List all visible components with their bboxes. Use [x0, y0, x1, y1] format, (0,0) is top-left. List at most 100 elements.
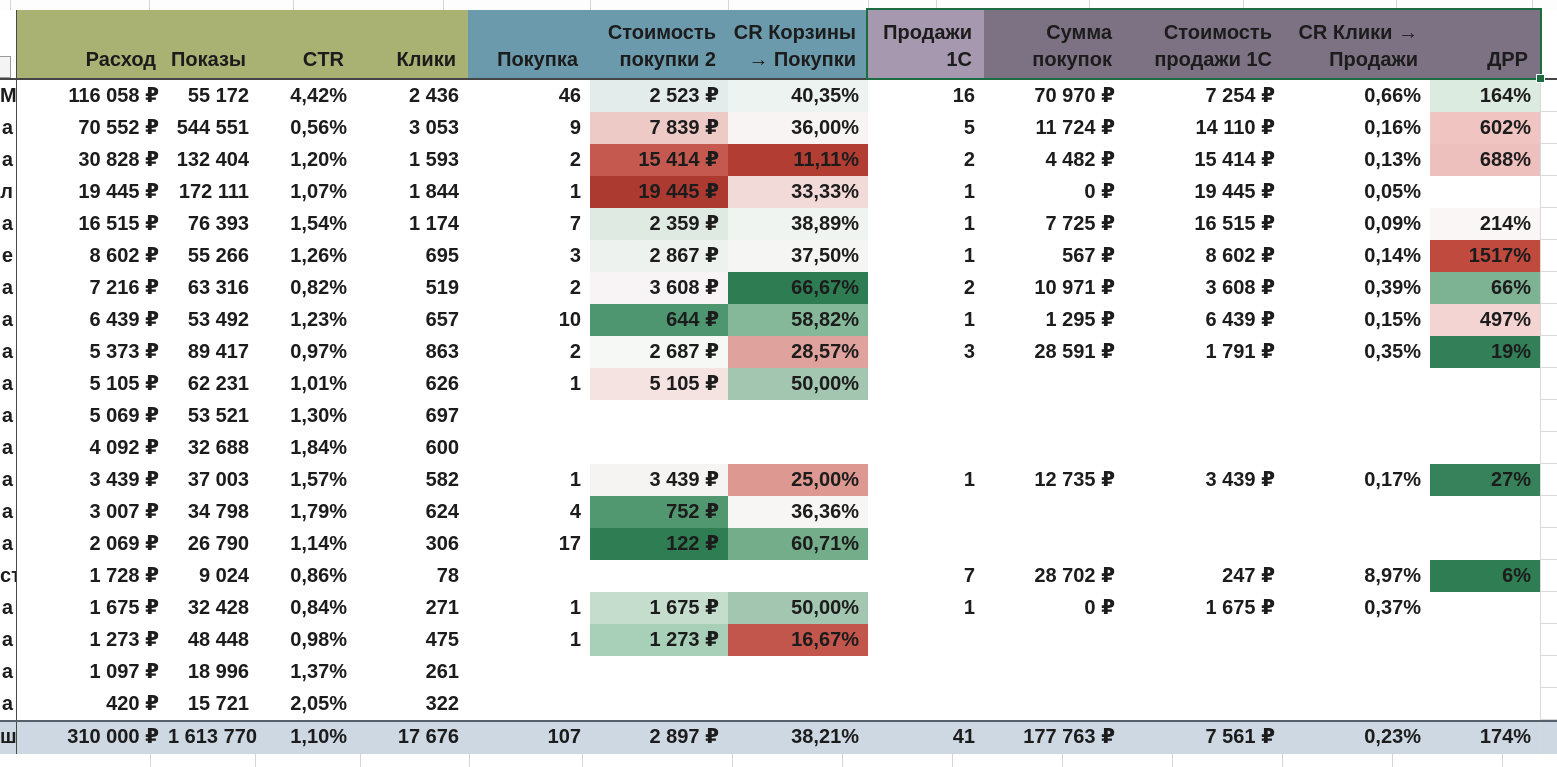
- cell-stoimost-prodazhi-1c[interactable]: [1124, 624, 1284, 656]
- cell-cr-kliki-prodazhi[interactable]: 0,37%: [1364, 597, 1421, 619]
- cell-kliki[interactable]: 271: [425, 597, 459, 619]
- row-label-partial[interactable]: а: [0, 432, 17, 464]
- cell-summa-pokupok[interactable]: [984, 496, 1124, 528]
- cell-drr[interactable]: [1430, 496, 1540, 528]
- cell-cr-korziny-pokupki[interactable]: 50,00%: [728, 592, 868, 624]
- cell-trailing-empty[interactable]: [1540, 464, 1557, 496]
- cell-ctr[interactable]: 1,26%: [290, 245, 347, 267]
- cell-kliki[interactable]: 626: [425, 373, 459, 395]
- cell-drr[interactable]: 6%: [1430, 560, 1540, 592]
- cell-rashod[interactable]: 4 092 ₽: [89, 437, 159, 459]
- cell-trailing-empty[interactable]: [1540, 80, 1557, 112]
- cell-pokupka[interactable]: 1: [569, 181, 581, 203]
- cell-cr-korziny-pokupki[interactable]: [728, 656, 868, 688]
- cell-summa-pokupok[interactable]: 70 970 ₽: [1034, 85, 1115, 107]
- cell-ctr[interactable]: 1,20%: [290, 149, 347, 171]
- cell-cr-kliki-prodazhi[interactable]: [1284, 400, 1430, 432]
- header-cell-drr[interactable]: ДРР: [1430, 10, 1540, 78]
- cell-cr-kliki-prodazhi[interactable]: 0,15%: [1364, 309, 1421, 331]
- cell-stoimost-pokupki-2[interactable]: 5 105 ₽: [590, 368, 728, 400]
- cell-kliki[interactable]: 600: [425, 437, 459, 459]
- cell-cr-korziny-pokupki[interactable]: 58,82%: [728, 304, 868, 336]
- cell-trailing-empty[interactable]: [1540, 240, 1557, 272]
- cell-cr-korziny-pokupki[interactable]: 66,67%: [728, 272, 868, 304]
- header-cell-cr-korziny-pokupki[interactable]: CR Корзины → Покупки: [728, 10, 868, 78]
- cell-drr[interactable]: [1430, 688, 1540, 720]
- total-cell-cr-korziny-pokupki[interactable]: 38,21%: [791, 726, 859, 748]
- cell-cr-korziny-pokupki[interactable]: [728, 688, 868, 720]
- cell-cr-korziny-pokupki[interactable]: [728, 432, 868, 464]
- cell-pokazy[interactable]: 132 404: [176, 149, 249, 171]
- cell-pokupka[interactable]: 1: [569, 597, 581, 619]
- cell-cr-kliki-prodazhi[interactable]: 0,09%: [1364, 213, 1421, 235]
- cell-stoimost-pokupki-2[interactable]: 122 ₽: [590, 528, 728, 560]
- cell-drr[interactable]: [1430, 368, 1540, 400]
- cell-pokazy[interactable]: 55 172: [187, 85, 249, 107]
- cell-cr-kliki-prodazhi[interactable]: [1284, 528, 1430, 560]
- row-label-partial[interactable]: а: [0, 368, 17, 400]
- cell-drr[interactable]: 27%: [1430, 464, 1540, 496]
- cell-stoimost-prodazhi-1c[interactable]: 1 791 ₽: [1205, 341, 1275, 363]
- row-label-partial[interactable]: е: [0, 240, 17, 272]
- cell-cr-korziny-pokupki[interactable]: 37,50%: [728, 240, 868, 272]
- cell-trailing-empty[interactable]: [1540, 432, 1557, 464]
- cell-kliki[interactable]: 78: [436, 565, 459, 587]
- cell-drr[interactable]: [1430, 400, 1540, 432]
- row-label-partial[interactable]: М: [0, 80, 17, 112]
- cell-stoimost-prodazhi-1c[interactable]: 247 ₽: [1222, 565, 1275, 587]
- cell-trailing-empty[interactable]: [1540, 144, 1557, 176]
- cell-kliki[interactable]: 306: [425, 533, 459, 555]
- cell-pokupka[interactable]: 10: [558, 309, 581, 331]
- cell-cr-kliki-prodazhi[interactable]: 0,17%: [1364, 469, 1421, 491]
- row-label-partial[interactable]: а: [0, 528, 17, 560]
- cell-stoimost-pokupki-2[interactable]: 1 675 ₽: [590, 592, 728, 624]
- cell-prodazhi-1c[interactable]: 7: [963, 565, 975, 587]
- cell-cr-korziny-pokupki[interactable]: 36,36%: [728, 496, 868, 528]
- cell-stoimost-pokupki-2[interactable]: [590, 656, 728, 688]
- cell-stoimost-pokupki-2[interactable]: 2 359 ₽: [590, 208, 728, 240]
- cell-rashod[interactable]: 3 007 ₽: [89, 501, 159, 523]
- cell-ctr[interactable]: 1,23%: [290, 309, 347, 331]
- cell-trailing-empty[interactable]: [1540, 112, 1557, 144]
- cell-stoimost-prodazhi-1c[interactable]: [1124, 528, 1284, 560]
- cell-prodazhi-1c[interactable]: [868, 656, 984, 688]
- cell-kliki[interactable]: 695: [425, 245, 459, 267]
- cell-drr[interactable]: [1430, 624, 1540, 656]
- row-label-partial[interactable]: а: [0, 272, 17, 304]
- cell-pokupka[interactable]: [468, 400, 590, 432]
- total-cell-pokupka[interactable]: 107: [547, 726, 581, 748]
- cell-trailing-empty[interactable]: [1540, 304, 1557, 336]
- cell-pokupka[interactable]: 2: [569, 149, 581, 171]
- cell-prodazhi-1c[interactable]: [868, 624, 984, 656]
- cell-ctr[interactable]: 1,37%: [290, 661, 347, 683]
- row-label-partial[interactable]: а: [0, 624, 17, 656]
- cell-trailing-empty[interactable]: [1540, 272, 1557, 304]
- cell-pokazy[interactable]: 53 492: [187, 309, 249, 331]
- cell-rashod[interactable]: 7 216 ₽: [89, 277, 159, 299]
- cell-pokazy[interactable]: 15 721: [187, 693, 249, 715]
- cell-pokazy[interactable]: 89 417: [187, 341, 249, 363]
- cell-summa-pokupok[interactable]: [984, 656, 1124, 688]
- cell-prodazhi-1c[interactable]: [868, 496, 984, 528]
- cell-ctr[interactable]: 1,01%: [290, 373, 347, 395]
- cell-ctr[interactable]: 0,56%: [290, 117, 347, 139]
- cell-stoimost-prodazhi-1c[interactable]: 3 608 ₽: [1205, 277, 1275, 299]
- cell-prodazhi-1c[interactable]: 16: [952, 85, 975, 107]
- cell-ctr[interactable]: 1,54%: [290, 213, 347, 235]
- cell-stoimost-pokupki-2[interactable]: 2 523 ₽: [590, 80, 728, 112]
- cell-ctr[interactable]: 0,82%: [290, 277, 347, 299]
- cell-pokazy[interactable]: 26 790: [187, 533, 249, 555]
- cell-kliki[interactable]: 261: [425, 661, 459, 683]
- cell-stoimost-pokupki-2[interactable]: [590, 400, 728, 432]
- cell-summa-pokupok[interactable]: 4 482 ₽: [1045, 149, 1115, 171]
- total-row-label-partial[interactable]: ш: [0, 722, 17, 754]
- cell-pokupka[interactable]: [468, 688, 590, 720]
- cell-pokazy[interactable]: 37 003: [187, 469, 249, 491]
- cell-pokupka[interactable]: 2: [569, 341, 581, 363]
- cell-trailing-empty[interactable]: [1540, 208, 1557, 240]
- cell-rashod[interactable]: 5 105 ₽: [89, 373, 159, 395]
- cell-stoimost-pokupki-2[interactable]: 1 273 ₽: [590, 624, 728, 656]
- cell-prodazhi-1c[interactable]: 3: [963, 341, 975, 363]
- cell-rashod[interactable]: 116 058 ₽: [68, 85, 159, 107]
- cell-trailing-empty[interactable]: [1540, 368, 1557, 400]
